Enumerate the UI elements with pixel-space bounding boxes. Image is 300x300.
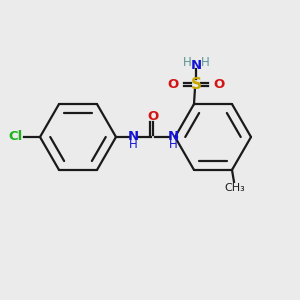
Text: S: S: [190, 76, 202, 92]
Text: N: N: [167, 130, 178, 142]
Text: H: H: [129, 139, 137, 152]
Text: H: H: [201, 56, 209, 69]
Text: O: O: [168, 78, 179, 91]
Text: O: O: [213, 78, 224, 91]
Text: H: H: [169, 139, 177, 152]
Text: Cl: Cl: [9, 130, 23, 143]
Text: H: H: [183, 56, 191, 69]
Text: CH₃: CH₃: [225, 183, 245, 193]
Text: N: N: [190, 58, 202, 72]
Text: O: O: [147, 110, 159, 122]
Text: N: N: [128, 130, 139, 142]
